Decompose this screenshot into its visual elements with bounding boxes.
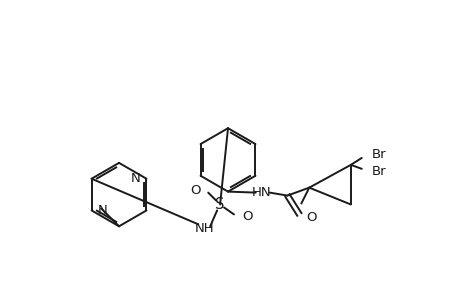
Text: S: S: [215, 197, 224, 212]
Text: Br: Br: [371, 165, 386, 178]
Text: O: O: [190, 184, 200, 197]
Text: O: O: [306, 211, 316, 224]
Text: N: N: [130, 172, 140, 185]
Text: Br: Br: [371, 148, 386, 161]
Text: NH: NH: [194, 222, 213, 235]
Text: O: O: [241, 210, 252, 223]
Text: HN: HN: [252, 186, 271, 199]
Text: N: N: [97, 204, 107, 217]
